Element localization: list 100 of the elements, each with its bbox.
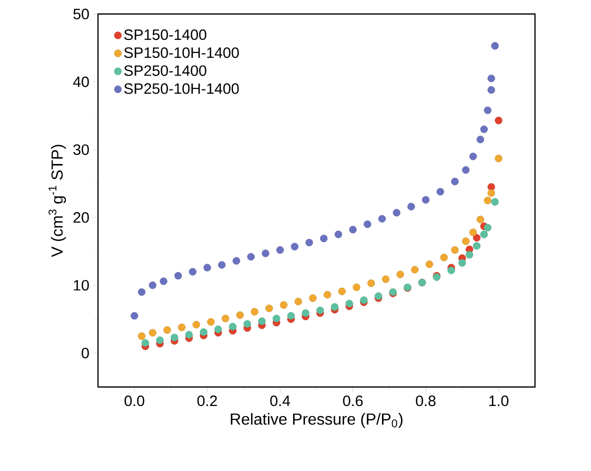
point — [185, 331, 193, 339]
point — [142, 339, 150, 347]
point — [163, 326, 171, 334]
point — [469, 152, 477, 160]
point — [280, 301, 288, 309]
legend-label: SP150-10H-1400 — [124, 47, 239, 58]
point — [222, 314, 230, 322]
point — [440, 254, 448, 262]
point — [472, 242, 480, 250]
point — [272, 314, 280, 322]
point — [411, 266, 419, 274]
point — [258, 317, 266, 325]
point — [484, 106, 492, 114]
point — [451, 246, 459, 254]
point — [156, 336, 164, 344]
x-tick-label: 0.8 — [416, 396, 436, 406]
point — [458, 259, 466, 267]
point — [488, 86, 496, 94]
point — [484, 196, 492, 204]
point — [422, 196, 430, 204]
point — [352, 284, 360, 292]
point — [330, 303, 338, 311]
point — [338, 288, 346, 296]
point — [290, 242, 298, 250]
point — [462, 237, 470, 245]
point — [346, 300, 354, 308]
point — [392, 208, 400, 216]
point — [218, 261, 226, 269]
point — [188, 268, 196, 276]
point — [316, 306, 324, 314]
point — [488, 189, 496, 197]
point — [302, 309, 310, 317]
x-tick-label: 0.0 — [124, 396, 144, 406]
x-tick-label: 1.0 — [489, 396, 508, 406]
point — [469, 228, 477, 236]
point — [488, 183, 496, 191]
y-axis-title: V (cm$^{3}$ g$^{-1}$ STP) — [48, 144, 66, 258]
point — [320, 234, 328, 242]
point — [324, 291, 332, 299]
point — [200, 328, 208, 336]
point — [247, 253, 255, 261]
point — [484, 224, 492, 232]
point — [160, 277, 168, 285]
point — [250, 308, 258, 316]
legend-label: SP250-1400 — [124, 65, 206, 76]
x-axis-title: Relative Pressure (P/P$_{0}$) — [230, 413, 402, 428]
point — [262, 250, 270, 258]
point — [491, 42, 499, 50]
point — [349, 226, 357, 234]
point — [204, 264, 211, 272]
point — [462, 166, 470, 174]
point — [309, 294, 317, 302]
point — [148, 328, 156, 336]
point — [367, 279, 375, 287]
point — [480, 126, 488, 134]
legend-label: SP150-1400 — [124, 29, 206, 40]
point — [232, 257, 240, 265]
point — [174, 272, 182, 280]
point — [192, 320, 200, 328]
point — [364, 220, 372, 228]
point — [476, 216, 484, 224]
point — [382, 275, 390, 283]
point — [480, 230, 488, 238]
point — [436, 188, 444, 196]
point — [447, 266, 455, 274]
point — [451, 178, 459, 186]
point — [236, 311, 244, 319]
point — [476, 136, 484, 144]
point — [265, 304, 273, 312]
point — [170, 334, 178, 342]
point — [494, 116, 502, 124]
point — [148, 282, 156, 290]
point — [244, 320, 252, 328]
point — [488, 74, 496, 82]
point — [214, 326, 222, 334]
point — [426, 260, 434, 268]
point — [334, 230, 342, 238]
y-tick-label: 50 — [73, 8, 89, 20]
x-tick-label: 0.6 — [343, 396, 363, 406]
point — [407, 202, 415, 210]
y-tick-label: 0 — [82, 348, 89, 358]
point — [294, 298, 302, 306]
x-tick-label: 0.2 — [197, 396, 217, 406]
point — [138, 332, 146, 340]
x-tick-label: 0.4 — [270, 396, 290, 406]
point — [305, 238, 313, 246]
point — [178, 324, 186, 332]
point — [491, 198, 499, 206]
point — [466, 251, 474, 258]
point — [130, 312, 138, 320]
y-tick-label: 20 — [74, 212, 89, 223]
y-tick-label: 40 — [73, 76, 89, 88]
point — [276, 246, 284, 254]
legend-label: SP250-10H-1400 — [124, 83, 239, 94]
point — [396, 270, 404, 278]
point — [287, 312, 295, 320]
point — [228, 322, 236, 330]
y-tick-label: 10 — [74, 280, 89, 291]
point — [378, 215, 386, 223]
point — [138, 288, 146, 296]
